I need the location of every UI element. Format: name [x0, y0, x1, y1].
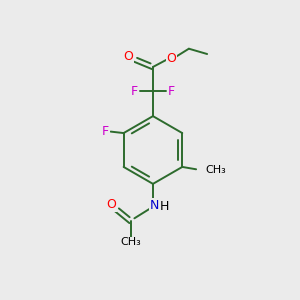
- Text: F: F: [131, 85, 138, 98]
- Text: O: O: [124, 50, 134, 63]
- Text: F: F: [102, 125, 109, 138]
- Text: O: O: [166, 52, 176, 64]
- Text: CH₃: CH₃: [121, 238, 141, 248]
- Text: N: N: [149, 199, 159, 212]
- Text: CH₃: CH₃: [206, 165, 226, 175]
- Text: H: H: [159, 200, 169, 213]
- Text: O: O: [106, 198, 116, 211]
- Text: F: F: [168, 85, 175, 98]
